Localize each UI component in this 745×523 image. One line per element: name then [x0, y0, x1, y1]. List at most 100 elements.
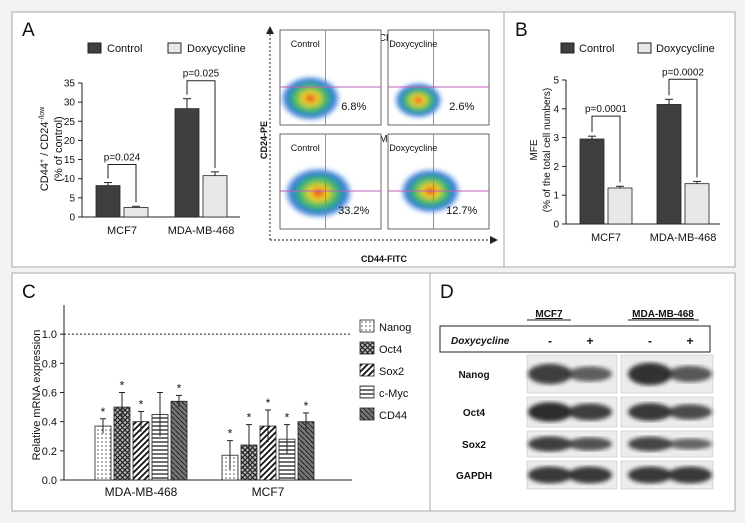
- chart-c-legend-swatch: [359, 319, 375, 333]
- flow-x-arrowhead: [490, 236, 498, 244]
- legend-swatch-control-a: [87, 42, 102, 54]
- legend-swatch-dox-b: [637, 42, 652, 54]
- chart-c-legend-swatch: [359, 363, 375, 377]
- chart-b-ytick-label: 2: [553, 162, 559, 173]
- legend-label-control-a: Control: [107, 43, 142, 55]
- flow-condition-label: Control: [291, 143, 320, 153]
- chart-c-bar-cd44: [170, 400, 188, 481]
- chart-c-significance-star: *: [228, 427, 233, 441]
- chart-b-ylabel-1: MFE: [529, 139, 540, 160]
- chart-b-category-label: MCF7: [591, 232, 621, 244]
- chart-a-ytick-label: 5: [69, 193, 75, 204]
- chart-a-legend: Control Doxycycline: [87, 42, 246, 55]
- flow-percent: 12.7%: [446, 205, 477, 217]
- flow-x-axis-label: CD44-FITC: [361, 254, 408, 264]
- chart-c-legend-label: Nanog: [379, 322, 411, 334]
- blot-band: [668, 404, 712, 420]
- blot-band: [628, 362, 672, 386]
- chart-b-ytick-label: 3: [553, 133, 559, 144]
- blot-lane-sign: +: [686, 334, 693, 348]
- chart-a-p-value: p=0.025: [183, 69, 220, 80]
- blot-row-label: Oct4: [463, 408, 486, 419]
- blot-row-label: Sox2: [462, 440, 486, 451]
- chart-c-ytick-label: 0.0: [42, 475, 57, 487]
- western-blot: MCF7 MDA-MB-468 Doxycycline - + - + Nanog Oct…: [439, 309, 714, 490]
- blot-band: [528, 436, 572, 452]
- blot-treatment-box: [439, 325, 711, 353]
- chart-c-significance-star: *: [120, 379, 125, 393]
- flow-density-mcf7-control: [280, 75, 341, 122]
- chart-c-ytick-label: 1.0: [42, 329, 57, 341]
- chart-c-legend-label: c-Myc: [379, 388, 409, 400]
- chart-a-ylabel-2: (% of control): [53, 116, 65, 181]
- chart-a-ytick-label: 10: [64, 174, 76, 185]
- chart-a-bar: [174, 108, 200, 218]
- chart-b-bar: [684, 183, 710, 225]
- chart-c-ytick-label: 0.4: [42, 417, 57, 429]
- flow-mcf7-label: MCF7: [370, 33, 398, 44]
- blot-band: [628, 403, 672, 421]
- panel-letter-b: B: [515, 20, 528, 41]
- chart-c-significance-star: *: [247, 411, 252, 425]
- chart-c-legend-label: Sox2: [379, 366, 404, 378]
- chart-a-ytick-label: 35: [64, 79, 76, 90]
- blot-band: [628, 466, 672, 484]
- blot-band: [668, 466, 712, 484]
- chart-c-legend-label: CD44: [379, 410, 407, 422]
- chart-b-significance-bracket: [668, 78, 698, 178]
- chart-c-category-label: MDA-MB-468: [105, 485, 178, 499]
- chart-a-significance-bracket: [107, 164, 137, 203]
- blot-band: [568, 437, 612, 451]
- flow-condition-label: Doxycycline: [389, 39, 437, 49]
- chart-b-ytick-label: 4: [553, 104, 559, 115]
- chart-a: Control Doxycycline CD44+ / CD24-/low (%…: [39, 42, 246, 237]
- chart-c-legend-swatch: [359, 407, 375, 421]
- chart-b-bar: [656, 104, 682, 225]
- blot-mda-label: MDA-MB-468: [632, 309, 694, 320]
- legend-swatch-control-b: [560, 42, 575, 54]
- legend-swatch-dox-a: [167, 42, 182, 54]
- chart-c-significance-star: *: [177, 381, 182, 395]
- chart-c-significance-star: *: [139, 397, 144, 411]
- blot-lane-sign: +: [586, 334, 593, 348]
- flow-percent: 33.2%: [338, 205, 369, 217]
- chart-b: Control Doxycycline MFE (% of the total …: [529, 42, 720, 244]
- chart-a-significance-bracket: [186, 80, 216, 168]
- chart-a-ylabel-1: CD44+ / CD24-/low: [39, 106, 51, 191]
- flow-mda-label: MDA-MB-468: [354, 134, 415, 145]
- chart-a-p-value: p=0.024: [104, 153, 141, 164]
- legend-label-dox-a: Doxycycline: [187, 43, 246, 55]
- blot-lane-sign: -: [648, 334, 652, 348]
- chart-b-bar: [607, 187, 633, 225]
- blot-row-label: Nanog: [458, 370, 489, 381]
- chart-c-category-label: MCF7: [252, 485, 285, 499]
- legend-label-dox-b: Doxycycline: [656, 43, 715, 55]
- chart-c-significance-star: *: [101, 405, 106, 419]
- chart-b-p-value: p=0.0001: [585, 104, 627, 115]
- chart-c-legend-swatch: [359, 341, 375, 355]
- blot-band: [528, 466, 572, 484]
- blot-treatment-label: Doxycycline: [451, 336, 510, 347]
- chart-a-ytick-label: 0: [69, 213, 75, 224]
- legend-label-control-b: Control: [579, 43, 614, 55]
- chart-c-bar-nanog: [94, 425, 112, 481]
- chart-a-category-label: MCF7: [107, 225, 137, 237]
- chart-c-ytick-label: 0.2: [42, 446, 57, 458]
- chart-c-significance-star: *: [266, 396, 271, 410]
- chart-a-bar: [123, 207, 149, 218]
- chart-b-significance-bracket: [591, 115, 621, 183]
- chart-b-ytick-label: 5: [553, 76, 559, 87]
- chart-a-ytick-label: 30: [64, 98, 76, 109]
- chart-a-ytick-label: 20: [64, 136, 76, 147]
- flow-condition-label: Control: [291, 39, 320, 49]
- chart-b-legend: Control Doxycycline: [560, 42, 715, 55]
- blot-band: [528, 402, 572, 422]
- blot-band: [568, 403, 612, 421]
- blot-band: [568, 366, 612, 382]
- panel-letter-d: D: [440, 282, 454, 303]
- chart-c-ytick-label: 0.8: [42, 358, 57, 370]
- blot-band: [568, 466, 612, 484]
- flow-percent: 6.8%: [341, 101, 366, 113]
- blot-band: [628, 436, 672, 452]
